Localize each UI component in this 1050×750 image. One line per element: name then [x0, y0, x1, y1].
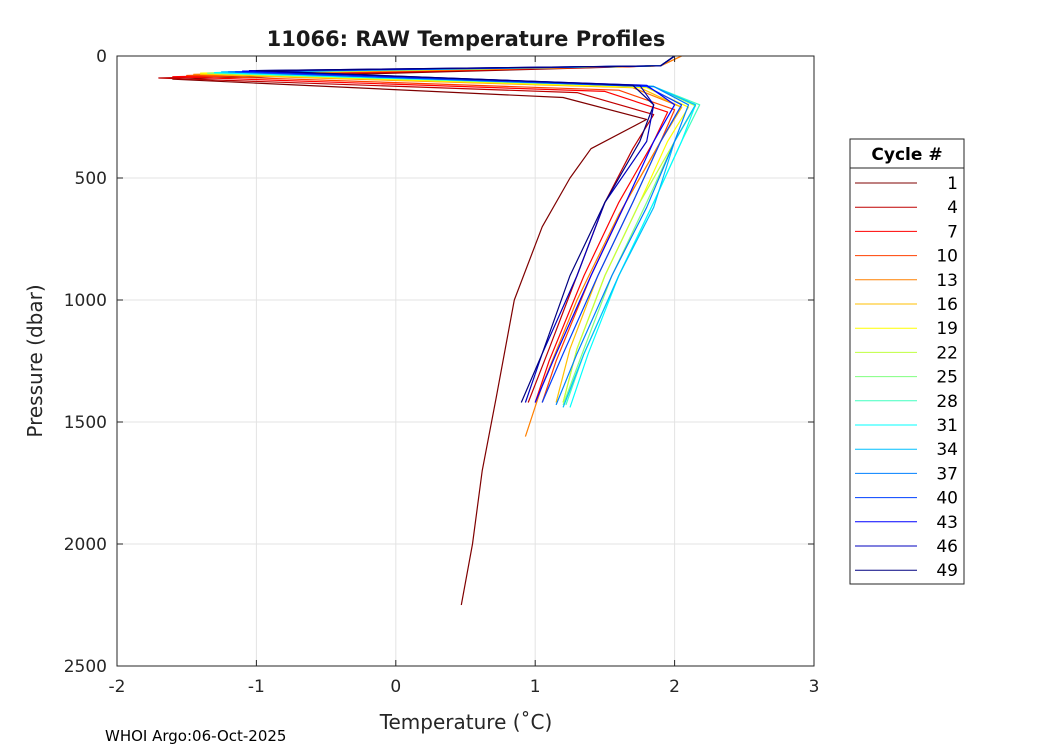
x-tick-label: -2 — [109, 677, 126, 697]
legend-label-cycle-46: 46 — [936, 537, 958, 557]
legend-box — [849, 138, 965, 585]
y-axis-label: Pressure (dbar) — [23, 284, 47, 437]
x-tick-label: 3 — [809, 677, 820, 697]
x-axis-label: Temperature (˚C) — [379, 710, 553, 734]
profiles — [158, 55, 701, 606]
legend-label-cycle-40: 40 — [936, 489, 958, 509]
y-tick-label: 0 — [96, 47, 107, 67]
y-tick-label: 1500 — [64, 413, 107, 433]
legend-label-cycle-13: 13 — [936, 271, 958, 291]
legend-label-cycle-16: 16 — [936, 295, 958, 315]
y-tick-label: 500 — [75, 169, 107, 189]
legend-title: Cycle # — [871, 145, 942, 165]
legend-label-cycle-25: 25 — [936, 368, 958, 388]
profile-line-cycle-49 — [255, 55, 675, 403]
legend-label-cycle-1: 1 — [947, 174, 958, 194]
legend-label-cycle-4: 4 — [947, 198, 958, 218]
legend-label-cycle-7: 7 — [947, 222, 958, 242]
legend-label-cycle-19: 19 — [936, 319, 958, 339]
axis-ticks: -2 -1 0 1 2 3 0 500 1000 1500 2000 2500 — [64, 47, 820, 697]
y-tick-label: 2000 — [64, 535, 107, 555]
legend-label-cycle-49: 49 — [936, 561, 958, 581]
y-tick-label: 2500 — [64, 657, 107, 677]
x-tick-label: -1 — [248, 677, 265, 697]
chart-title: 11066: RAW Temperature Profiles — [267, 27, 666, 51]
x-tick-label: 0 — [390, 677, 401, 697]
legend-label-cycle-10: 10 — [936, 247, 958, 267]
grid — [116, 55, 815, 667]
legend-label-cycle-31: 31 — [936, 416, 958, 436]
legend-label-cycle-28: 28 — [936, 392, 958, 412]
legend-label-cycle-43: 43 — [936, 513, 958, 533]
profile-line-cycle-1 — [172, 55, 675, 606]
plot-frame — [116, 55, 815, 667]
y-tick-label: 1000 — [64, 291, 107, 311]
footer-label: WHOI Argo:06-Oct-2025 — [105, 727, 286, 745]
legend-label-cycle-37: 37 — [936, 464, 958, 484]
legend-label-cycle-22: 22 — [936, 343, 958, 363]
x-tick-label: 2 — [669, 677, 680, 697]
x-tick-label: 1 — [530, 677, 541, 697]
plot-area — [117, 56, 814, 666]
legend-label-cycle-34: 34 — [936, 440, 958, 460]
legend: Cycle # 1 4 7 10 13 16 19 22 25 28 31 34 37 40 43 46 49 — [849, 138, 965, 585]
